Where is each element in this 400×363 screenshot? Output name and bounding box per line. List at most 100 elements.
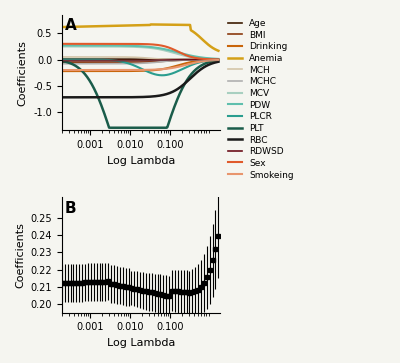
Line: PDW: PDW <box>62 45 218 59</box>
Anemia <box>101 24 106 28</box>
Anemia <box>203 40 208 45</box>
PLCR <box>209 58 214 62</box>
MCH <box>208 57 213 62</box>
MCH <box>69 55 74 59</box>
Drinking <box>216 58 221 62</box>
Line: Smokeing: Smokeing <box>62 60 218 70</box>
Anemia <box>69 25 74 29</box>
MCV <box>203 57 208 61</box>
Age <box>69 57 74 61</box>
Line: PLCR: PLCR <box>62 60 218 75</box>
RBC <box>66 95 70 99</box>
Sex <box>69 42 74 46</box>
MCHC <box>216 57 221 62</box>
Anemia <box>148 22 153 26</box>
Anemia <box>209 45 214 49</box>
MCHC <box>101 62 106 66</box>
PLT <box>108 126 112 130</box>
PDW <box>203 56 208 60</box>
Sex <box>101 42 106 46</box>
MCHC <box>208 57 213 62</box>
RBC <box>88 95 93 99</box>
MCV <box>60 44 64 49</box>
BMI <box>88 60 93 64</box>
MCV <box>208 57 213 61</box>
Smokeing <box>66 68 70 72</box>
Line: BMI: BMI <box>62 60 218 62</box>
MCV <box>88 44 93 49</box>
PLCR <box>88 57 93 62</box>
Sex <box>66 42 70 46</box>
Drinking <box>101 69 106 73</box>
BMI <box>66 60 70 64</box>
Line: RDWSD: RDWSD <box>62 60 218 61</box>
Anemia <box>60 25 64 29</box>
RBC <box>208 62 213 66</box>
Smokeing <box>216 58 221 62</box>
PLCR <box>60 57 64 62</box>
RBC <box>203 65 208 69</box>
Age <box>66 57 70 61</box>
Sex <box>208 57 213 61</box>
PDW <box>60 43 64 48</box>
Anemia <box>88 24 93 29</box>
Drinking <box>208 58 213 62</box>
BMI <box>208 57 213 62</box>
MCV <box>69 44 74 49</box>
Line: MCHC: MCHC <box>62 60 218 64</box>
BMI <box>69 60 74 64</box>
RBC <box>216 60 221 64</box>
RDWSD <box>101 58 106 63</box>
MCHC <box>88 62 93 66</box>
Line: Anemia: Anemia <box>62 24 218 51</box>
Drinking <box>66 69 70 73</box>
Sex <box>216 57 221 62</box>
MCH <box>216 57 221 62</box>
RDWSD <box>60 58 64 63</box>
Y-axis label: Coefficients: Coefficients <box>15 222 25 288</box>
MCHC <box>203 57 208 62</box>
PLT <box>216 58 221 63</box>
PLT <box>66 60 70 65</box>
PLT <box>60 59 64 63</box>
RDWSD <box>208 57 213 62</box>
PLCR <box>69 57 74 62</box>
BMI <box>60 60 64 64</box>
RBC <box>69 95 74 99</box>
PLT <box>101 109 106 114</box>
X-axis label: Log Lambda: Log Lambda <box>107 156 175 166</box>
PDW <box>208 56 213 61</box>
Sex <box>88 42 93 46</box>
Drinking <box>88 69 93 73</box>
Legend: Age, BMI, Drinking, Anemia, MCH, MCHC, MCV, PDW, PLCR, PLT, RBC, RDWSD, Sex, Smo: Age, BMI, Drinking, Anemia, MCH, MCHC, M… <box>226 17 296 182</box>
Line: MCV: MCV <box>62 46 218 59</box>
PDW <box>66 43 70 48</box>
Text: A: A <box>65 19 77 33</box>
Smokeing <box>203 59 208 63</box>
RDWSD <box>216 57 221 62</box>
Sex <box>60 42 64 46</box>
PDW <box>216 57 221 61</box>
RDWSD <box>203 57 208 62</box>
PDW <box>88 43 93 48</box>
MCH <box>88 55 93 59</box>
PLT <box>203 61 208 65</box>
PLCR <box>101 58 106 62</box>
PLCR <box>203 59 208 63</box>
Line: Drinking: Drinking <box>62 60 218 71</box>
BMI <box>101 60 106 64</box>
Drinking <box>69 69 74 73</box>
MCV <box>216 57 221 61</box>
MCH <box>203 57 208 62</box>
MCHC <box>66 62 70 66</box>
Anemia <box>66 25 70 29</box>
Sex <box>203 57 208 61</box>
Line: RBC: RBC <box>62 62 218 97</box>
MCH <box>60 55 64 59</box>
Age <box>101 57 106 61</box>
Age <box>60 57 64 61</box>
BMI <box>203 57 208 62</box>
MCH <box>101 55 106 59</box>
Line: Sex: Sex <box>62 44 218 60</box>
RBC <box>101 95 106 99</box>
